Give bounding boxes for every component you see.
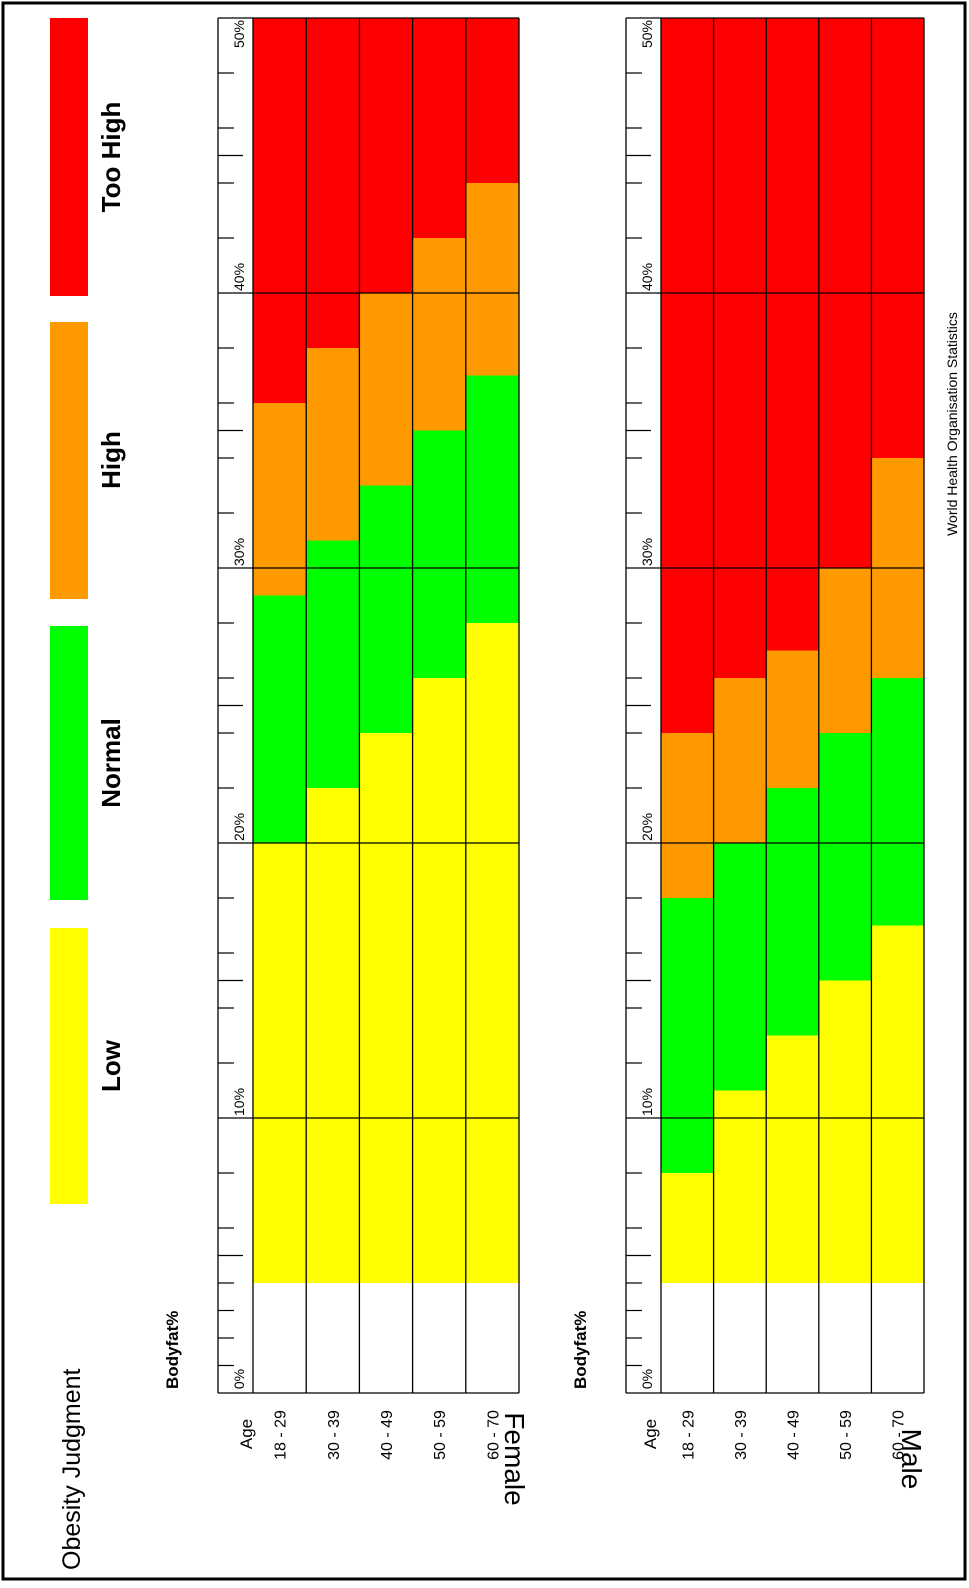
legend-label-low: Low: [96, 1039, 126, 1092]
female-bar-too-high-60-70: [465, 18, 519, 183]
male-tick-label-40: 40%: [639, 263, 655, 291]
male-bar-high-18-29: [661, 733, 714, 898]
male-tick-label-0: 0%: [639, 1369, 655, 1389]
female-category-label-60-70: 60 - 70: [485, 1410, 502, 1460]
source-note: World Health Organisation Statistics: [944, 312, 960, 536]
female-xlabel: Age: [237, 1419, 256, 1449]
female-bar-high-40-49: [359, 293, 413, 486]
male-category-label-30-39: 30 - 39: [733, 1410, 750, 1460]
male-ylabel: Bodyfat%: [571, 1311, 590, 1389]
male-bar-too-high-40-49: [766, 18, 819, 651]
male-bar-low-50-59: [818, 980, 872, 1283]
female-bar-normal-30-39: [306, 540, 360, 788]
female-bar-low-40-49: [359, 733, 413, 1283]
male-bar-normal-30-39: [713, 843, 767, 1091]
female-category-label-30-39: 30 - 39: [326, 1410, 343, 1460]
female-bar-high-30-39: [306, 348, 360, 541]
male-bar-high-50-59: [818, 568, 872, 733]
legend-label-too-high: Too High: [96, 102, 126, 213]
male-bar-too-high-30-39: [713, 18, 767, 678]
female-category-label-18-29: 18 - 29: [273, 1410, 290, 1460]
female-tick-label-40: 40%: [231, 263, 247, 291]
male-tick-label-10: 10%: [639, 1088, 655, 1116]
female-bar-normal-40-49: [359, 485, 413, 733]
male-bar-high-40-49: [766, 650, 819, 788]
legend: Low Normal High Too High: [50, 18, 126, 1204]
female-tick-label-20: 20%: [231, 813, 247, 841]
male-tick-label-50: 50%: [639, 20, 655, 48]
male-category-label-40-49: 40 - 49: [786, 1410, 803, 1460]
male-bar-normal-40-49: [766, 788, 819, 1036]
male-bar-normal-60-70: [871, 678, 924, 926]
female-bar-too-high-30-39: [306, 18, 360, 348]
male-panel-label: Male: [896, 1429, 927, 1490]
female-bar-low-30-39: [306, 788, 360, 1283]
male-bar-low-30-39: [713, 1090, 767, 1283]
female-bar-low-60-70: [465, 623, 519, 1283]
male-bar-normal-18-29: [661, 898, 714, 1173]
male-bar-normal-50-59: [818, 733, 872, 981]
female-bar-too-high-50-59: [412, 18, 466, 238]
female-bar-low-50-59: [412, 678, 466, 1283]
female-bar-normal-60-70: [465, 375, 519, 623]
female-category-label-40-49: 40 - 49: [379, 1410, 396, 1460]
female-bar-high-50-59: [412, 238, 466, 431]
female-ylabel: Bodyfat%: [163, 1311, 182, 1389]
female-bar-high-18-29: [253, 403, 307, 596]
legend-swatch-low: [50, 928, 88, 1204]
male-category-label-50-59: 50 - 59: [838, 1410, 855, 1460]
female-bar-normal-50-59: [412, 430, 466, 678]
chart-title: Obesity Judgment: [58, 1368, 86, 1570]
female-bar-too-high-18-29: [253, 18, 307, 403]
male-bar-too-high-60-70: [871, 18, 924, 458]
female-category-label-50-59: 50 - 59: [432, 1410, 449, 1460]
male-category-label-18-29: 18 - 29: [680, 1410, 697, 1460]
female-bar-high-60-70: [465, 183, 519, 376]
legend-swatch-too-high: [50, 18, 88, 296]
female-tick-label-0: 0%: [231, 1369, 247, 1389]
male-tick-label-20: 20%: [639, 813, 655, 841]
male-tick-label-30: 30%: [639, 538, 655, 566]
legend-swatch-normal: [50, 626, 88, 900]
male-bar-low-18-29: [661, 1173, 714, 1283]
male-bar-too-high-18-29: [661, 18, 714, 733]
male-bar-low-60-70: [871, 925, 924, 1283]
male-bar-low-40-49: [766, 1035, 819, 1283]
legend-label-high: High: [96, 431, 126, 489]
male-xlabel: Age: [641, 1419, 660, 1449]
female-panel-label: Female: [499, 1412, 530, 1505]
male-bar-high-30-39: [713, 678, 767, 843]
female-bar-normal-18-29: [253, 595, 307, 843]
female-tick-label-10: 10%: [231, 1088, 247, 1116]
legend-label-normal: Normal: [96, 718, 126, 808]
female-tick-label-50: 50%: [231, 20, 247, 48]
female-bar-too-high-40-49: [359, 18, 413, 293]
male-category-label-60-70: 60 - 70: [891, 1410, 908, 1460]
legend-swatch-high: [50, 322, 88, 599]
female-tick-label-30: 30%: [231, 538, 247, 566]
female-bar-low-18-29: [253, 843, 307, 1283]
